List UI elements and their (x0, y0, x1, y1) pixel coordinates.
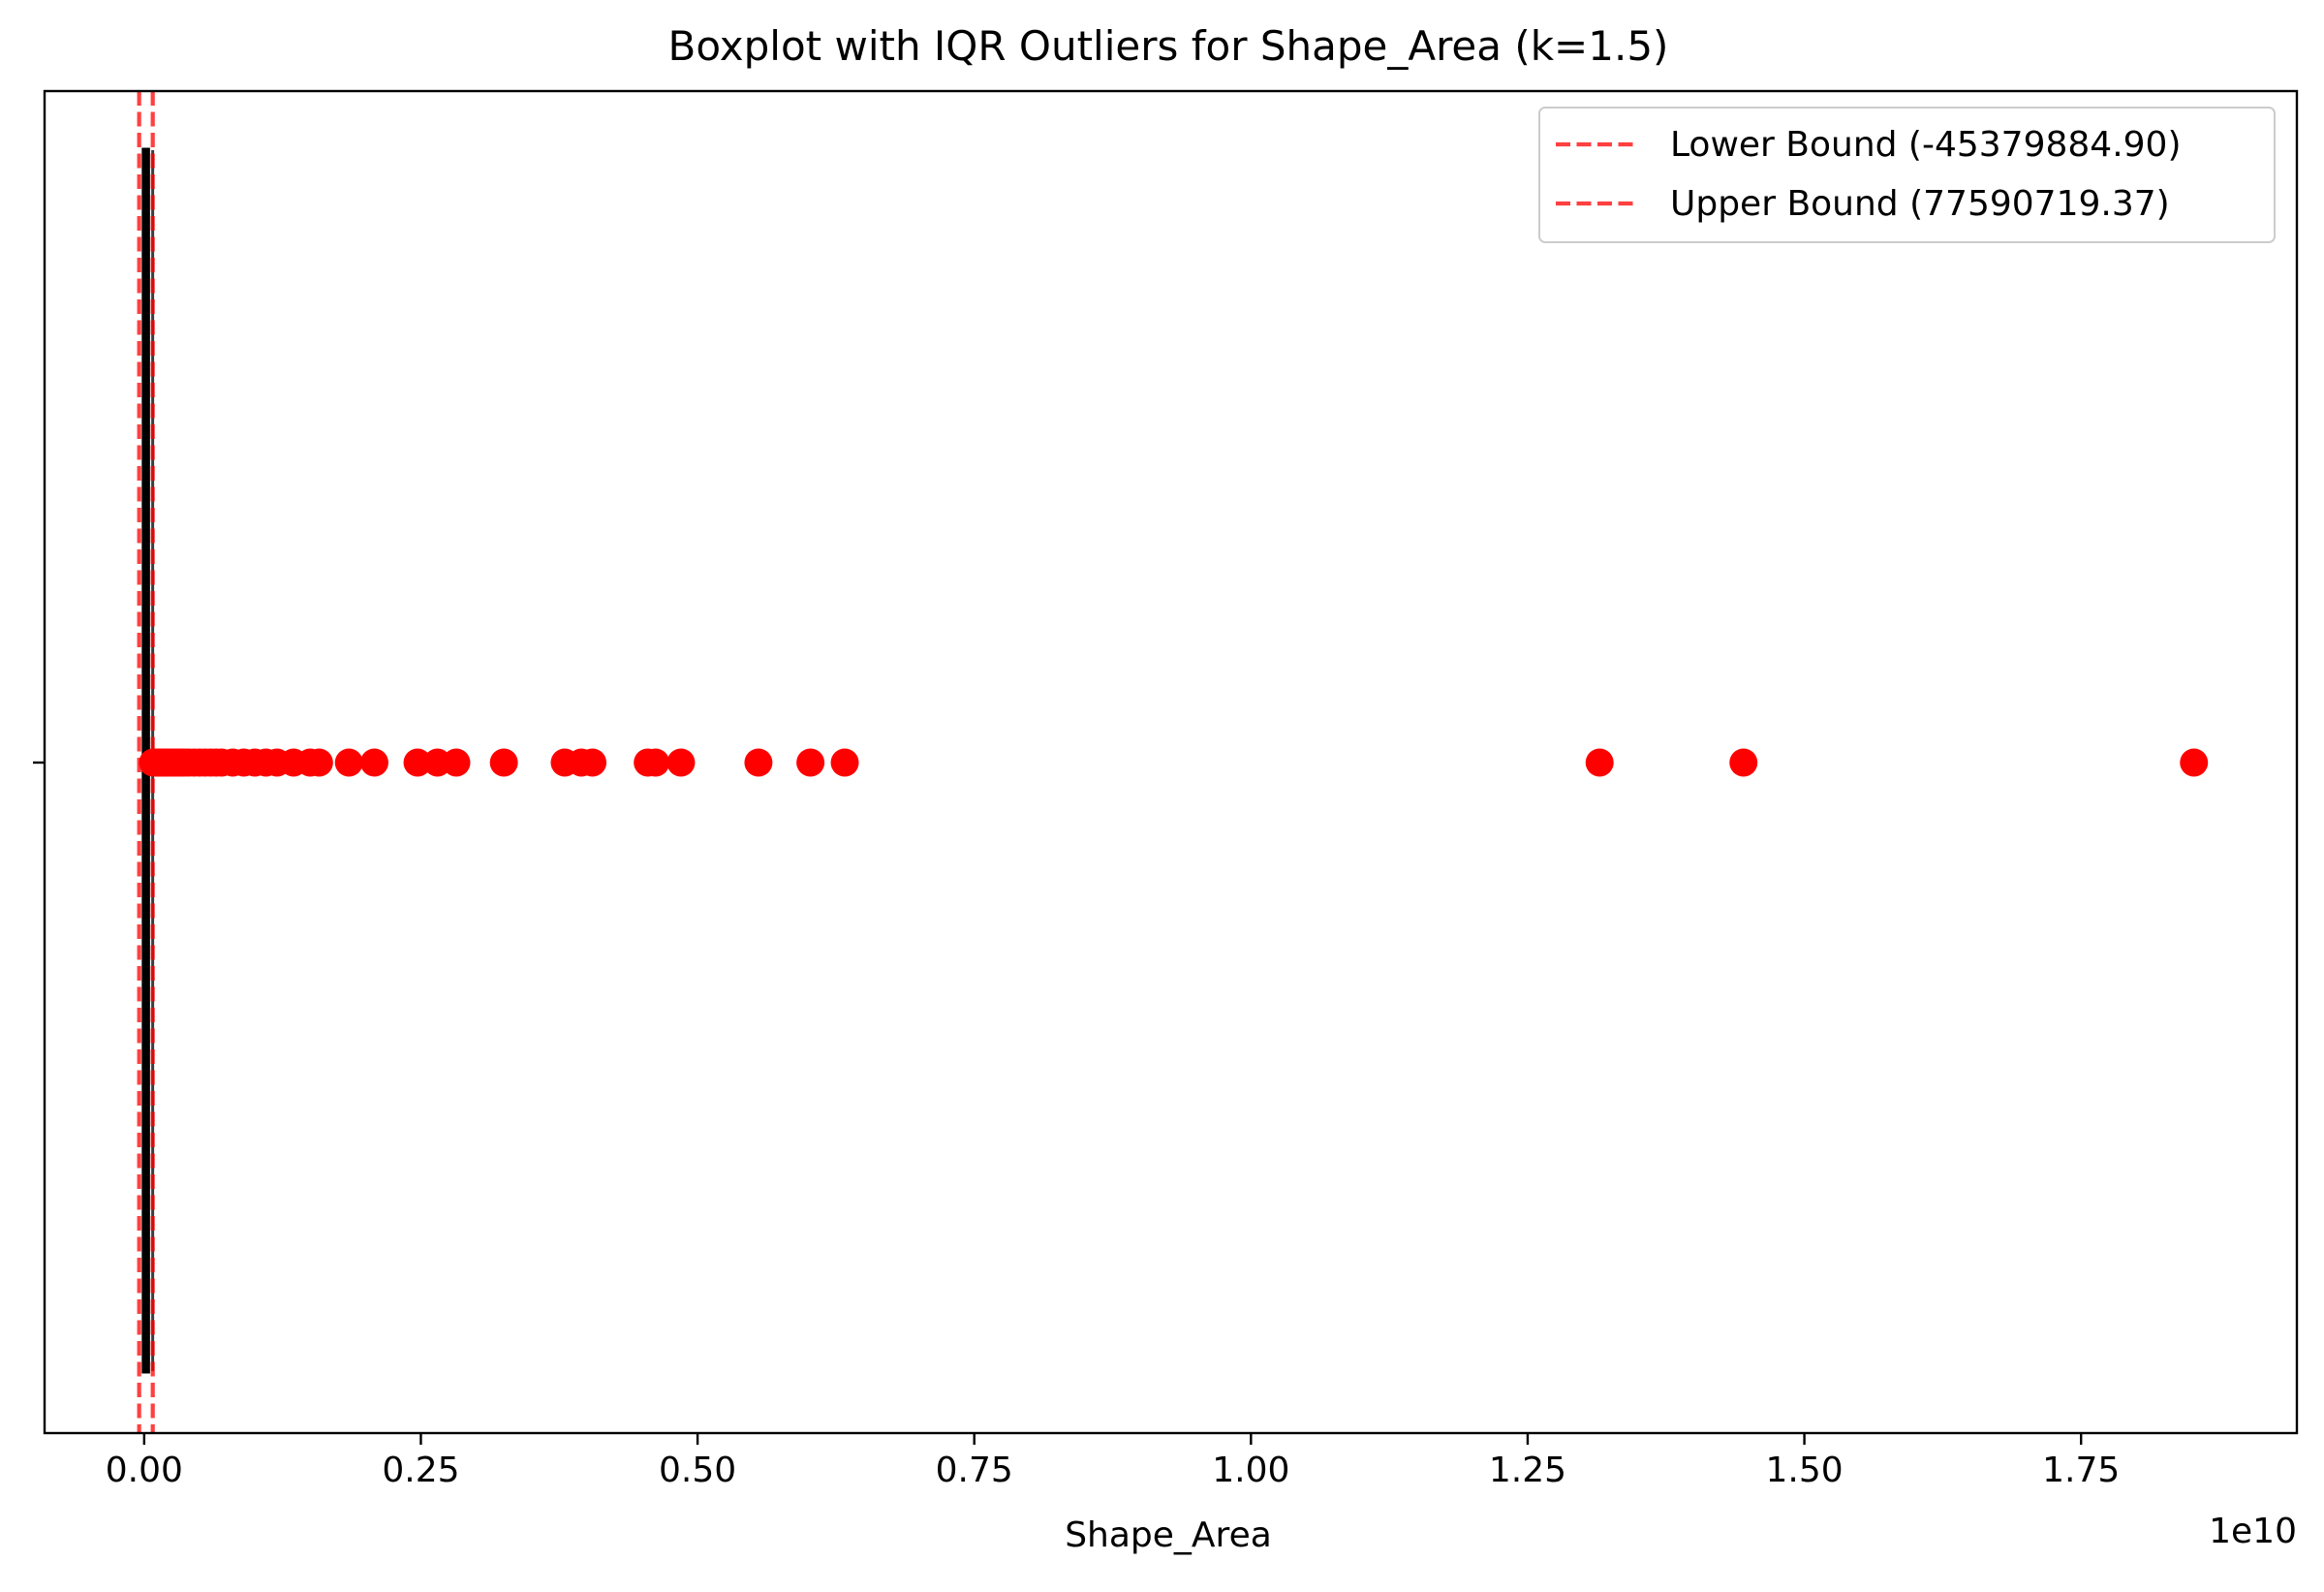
x-axis-label: Shape_Area (1065, 1515, 1272, 1555)
chart-title: Boxplot with IQR Outliers for Shape_Area… (668, 22, 1669, 70)
outlier-point (2180, 748, 2209, 777)
outlier-point (359, 748, 388, 777)
x-tick-label: 1.25 (1489, 1451, 1566, 1490)
legend-label-lower-bound: Lower Bound (-45379884.90) (1670, 125, 2182, 165)
x-tick-label: 0.50 (659, 1451, 736, 1490)
x-tick-label: 1.75 (2042, 1451, 2120, 1490)
legend: Lower Bound (-45379884.90) Upper Bound (… (1538, 107, 2276, 243)
x-axis-offset-label: 1e10 (2209, 1512, 2297, 1551)
outlier-point (796, 748, 825, 777)
outlier-point (666, 748, 696, 777)
legend-label-upper-bound: Upper Bound (77590719.37) (1670, 184, 2170, 224)
outlier-point (1585, 748, 1614, 777)
outlier-point (641, 748, 670, 777)
plot-area (137, 91, 2209, 1433)
outlier-point (304, 748, 333, 777)
x-tick-label: 0.25 (382, 1451, 459, 1490)
x-axis-ticks: 0.00 0.25 0.50 0.75 1.00 1.25 1.50 1.75 (106, 1433, 2120, 1490)
outlier-point (1729, 748, 1758, 777)
x-tick-label: 0.75 (936, 1451, 1013, 1490)
x-tick-label: 1.50 (1766, 1451, 1844, 1490)
outlier-point (489, 748, 518, 777)
outlier-point (830, 748, 859, 777)
outlier-point (442, 748, 471, 777)
outlier-point (334, 748, 363, 777)
x-tick-label: 0.00 (106, 1451, 183, 1490)
outlier-point (744, 748, 773, 777)
outlier-point (578, 748, 607, 777)
legend-frame (1538, 107, 2276, 243)
x-tick-label: 1.00 (1212, 1451, 1289, 1490)
outlier-point (403, 748, 432, 777)
